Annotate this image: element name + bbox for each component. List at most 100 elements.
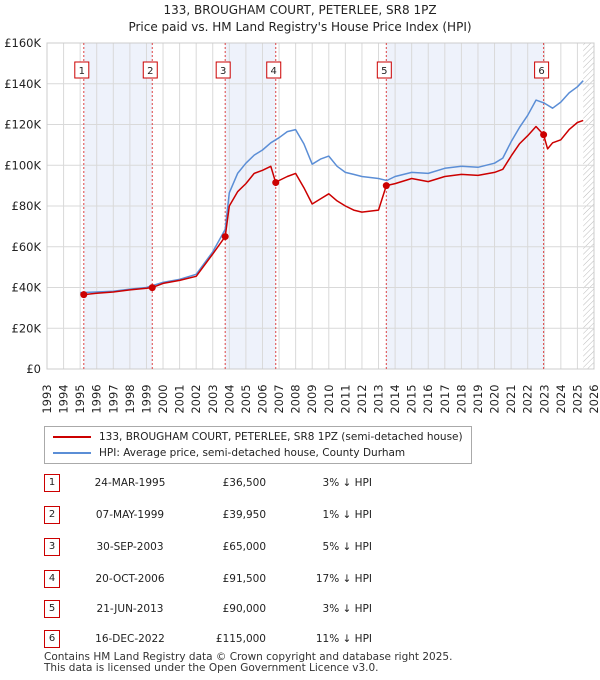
transaction-date: 30-SEP-2003: [96, 541, 164, 553]
legend: 133, BROUGHAM COURT, PETERLEE, SR8 1PZ (…: [44, 426, 472, 464]
transaction-number-badge: 3: [44, 538, 60, 556]
sale-number-box: [74, 61, 90, 79]
x-tick-label: 2012: [355, 384, 369, 413]
transaction-number-badge: 2: [44, 506, 60, 524]
x-tick-label: 2025: [570, 384, 584, 413]
x-tick-label: 2004: [222, 384, 236, 413]
legend-property: 133, BROUGHAM COURT, PETERLEE, SR8 1PZ (…: [53, 429, 463, 445]
sale-marker: [80, 291, 88, 299]
transaction-price: £91,500: [222, 573, 266, 585]
transaction-price: £39,950: [222, 509, 266, 521]
transaction-row: 6 16-DEC-2022 £115,000 11% ↓ HPI: [0, 630, 600, 648]
transaction-hpi-diff: 1% ↓ HPI: [322, 509, 372, 521]
transaction-row: 1 24-MAR-1995 £36,500 3% ↓ HPI: [0, 474, 600, 492]
x-axis: 1993 1994 1995 1996 1997 1998 1999 2000 2001 2002…: [40, 384, 600, 413]
chart-title: 133, BROUGHAM COURT, PETERLEE, SR8 1PZ: [163, 3, 436, 17]
x-tick-label: 2021: [504, 384, 518, 413]
transaction-hpi-diff: 11% ↓ HPI: [315, 633, 372, 645]
y-tick-label: £140K: [4, 77, 41, 91]
x-tick-label: 2007: [272, 384, 286, 413]
x-tick-label: 2018: [454, 384, 468, 413]
x-tick-label: 1997: [106, 384, 120, 413]
x-tick-label: 2001: [173, 384, 187, 413]
transaction-hpi-diff: 3% ↓ HPI: [322, 603, 372, 615]
sale-number-label: 1: [79, 66, 85, 77]
x-tick-label: 2015: [405, 384, 419, 413]
property-price-line: [83, 119, 584, 296]
transaction-number-badge: 5: [44, 600, 60, 618]
x-tick-label: 2024: [554, 384, 568, 413]
footer: Contains HM Land Registry data © Crown c…: [44, 652, 452, 674]
grid: [46, 42, 595, 370]
transaction-date: 20-OCT-2006: [95, 573, 165, 585]
x-tick-label: 2002: [189, 384, 203, 413]
sale-markers: [80, 131, 548, 299]
footer-licence: This data is licensed under the Open Gov…: [44, 662, 379, 674]
transaction-row: 2 07-MAY-1999 £39,950 1% ↓ HPI: [0, 506, 600, 524]
transaction-number-badge: 6: [44, 630, 60, 648]
transaction-number-badge: 1: [44, 474, 60, 492]
transaction-row: 3 30-SEP-2003 £65,000 5% ↓ HPI: [0, 538, 600, 556]
sale-marker: [148, 284, 156, 292]
transaction-date: 21-JUN-2013: [96, 603, 164, 615]
x-tick-label: 2009: [305, 384, 319, 413]
x-tick-label: 2013: [372, 384, 386, 413]
price-chart: 133, BROUGHAM COURT, PETERLEE, SR8 1PZ P…: [4, 3, 600, 414]
x-tick-label: 2000: [156, 384, 170, 413]
transaction-price: £36,500: [222, 477, 266, 489]
sale-number-box: [266, 61, 282, 79]
sale-number-label: 4: [271, 66, 277, 77]
x-tick-label: 1995: [73, 384, 87, 413]
legend-hpi-label: HPI: Average price, semi-detached house,…: [99, 447, 406, 459]
sale-number-box: [534, 61, 550, 79]
y-tick-label: £80K: [12, 199, 42, 213]
sale-number-label: 3: [220, 66, 226, 77]
x-tick-label: 2011: [338, 384, 352, 413]
y-axis: £0 £20K £40K £60K £80K £100K £120K £140K £160K: [4, 36, 41, 376]
y-tick-label: £160K: [4, 36, 41, 50]
sale-number-label: 2: [147, 66, 153, 77]
transaction-price: £65,000: [222, 541, 266, 553]
sale-date-lines: 1 2 3 4 5 6: [74, 43, 550, 369]
x-tick-label: 2026: [587, 384, 600, 413]
x-tick-label: 2020: [488, 384, 502, 413]
legend-hpi: HPI: Average price, semi-detached house,…: [53, 445, 405, 461]
x-tick-label: 2008: [289, 384, 303, 413]
transaction-date: 07-MAY-1999: [95, 509, 165, 521]
x-tick-label: 2016: [421, 384, 435, 413]
x-tick-label: 2003: [206, 384, 220, 413]
sale-marker: [540, 131, 548, 139]
transaction-price: £115,000: [215, 633, 266, 645]
chart-subtitle: Price paid vs. HM Land Registry's House …: [128, 20, 471, 34]
x-tick-label: 2006: [255, 384, 269, 413]
y-tick-label: £0: [26, 362, 41, 376]
transaction-date: 16-DEC-2022: [95, 633, 165, 645]
series-lines: [80, 80, 584, 296]
legend-property-swatch: [53, 436, 91, 438]
y-tick-label: £40K: [12, 281, 42, 295]
transaction-price: £90,000: [222, 603, 266, 615]
transaction-hpi-diff: 5% ↓ HPI: [322, 541, 372, 553]
transaction-hpi-diff: 17% ↓ HPI: [315, 573, 372, 585]
y-tick-label: £120K: [4, 118, 41, 132]
transaction-row: 4 20-OCT-2006 £91,500 17% ↓ HPI: [0, 570, 600, 588]
x-tick-label: 2023: [537, 384, 551, 413]
x-tick-label: 1999: [139, 384, 153, 413]
hpi-line: [80, 80, 584, 294]
x-tick-label: 1993: [40, 384, 54, 413]
transaction-row: 5 21-JUN-2013 £90,000 3% ↓ HPI: [0, 600, 600, 618]
y-tick-label: £100K: [4, 158, 41, 172]
sale-number-box: [215, 61, 231, 79]
legend-property-label: 133, BROUGHAM COURT, PETERLEE, SR8 1PZ (…: [99, 431, 463, 443]
plot-border: [46, 42, 595, 370]
x-tick-label: 2017: [438, 384, 452, 413]
x-tick-label: 1996: [90, 384, 104, 413]
x-tick-label: 2022: [521, 384, 535, 413]
transaction-hpi-diff: 3% ↓ HPI: [322, 477, 372, 489]
transaction-date: 24-MAR-1995: [94, 477, 166, 489]
y-tick-label: £60K: [12, 240, 42, 254]
x-tick-label: 2019: [471, 384, 485, 413]
sale-number-box: [142, 61, 158, 79]
x-tick-label: 2010: [322, 384, 336, 413]
transaction-number-badge: 4: [44, 570, 60, 588]
